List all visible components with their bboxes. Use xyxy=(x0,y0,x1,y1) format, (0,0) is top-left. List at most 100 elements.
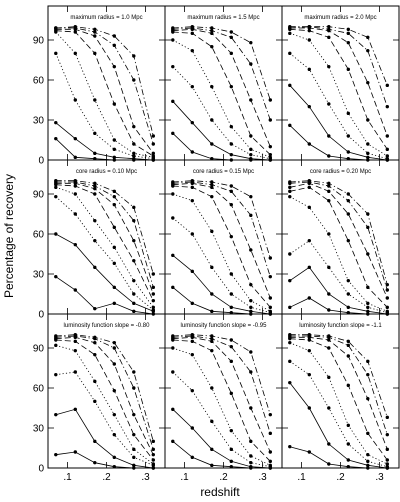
data-point xyxy=(54,185,58,190)
series-line xyxy=(55,181,154,288)
data-point xyxy=(190,24,194,29)
data-point xyxy=(307,406,311,410)
data-point xyxy=(268,305,272,310)
panel-title: maximum radius = 1.0 Mpc xyxy=(70,15,142,21)
data-point xyxy=(288,340,292,345)
data-point xyxy=(346,192,350,196)
data-point xyxy=(307,332,311,337)
data-point xyxy=(366,359,370,364)
data-point xyxy=(132,54,136,58)
data-point xyxy=(307,450,311,454)
data-point xyxy=(54,452,58,457)
data-point xyxy=(366,396,370,401)
data-point xyxy=(229,391,233,396)
series-line xyxy=(289,28,388,150)
data-point xyxy=(112,346,117,350)
data-point xyxy=(151,134,155,138)
data-point xyxy=(327,406,331,410)
panel-title: maximum radius = 2.0 Mpc xyxy=(304,15,376,21)
series-line xyxy=(289,181,388,291)
data-point xyxy=(288,24,292,29)
data-point xyxy=(210,180,214,184)
panel-1: 0 30 60 90 maximum radius = 1.0 Mpc xyxy=(33,5,166,167)
data-point xyxy=(327,154,331,158)
data-point xyxy=(54,232,58,236)
data-point xyxy=(93,181,97,186)
data-point xyxy=(229,305,233,310)
series-line xyxy=(172,66,271,160)
data-point xyxy=(171,334,175,338)
series-line xyxy=(55,31,154,158)
data-point xyxy=(288,31,292,36)
data-point xyxy=(288,51,292,56)
data-point xyxy=(366,151,370,156)
data-point xyxy=(307,185,311,190)
data-point xyxy=(93,379,97,384)
data-point xyxy=(327,462,331,466)
series-line xyxy=(172,409,271,469)
data-point xyxy=(346,31,350,36)
data-point xyxy=(327,27,331,32)
data-point xyxy=(385,415,389,420)
data-point xyxy=(288,444,292,449)
data-point xyxy=(210,339,214,344)
data-point xyxy=(268,459,272,464)
data-point xyxy=(366,459,370,464)
panel-title: core radius = 0.15 Mpc xyxy=(193,169,254,175)
data-point xyxy=(151,466,155,470)
data-point xyxy=(268,309,272,314)
data-point xyxy=(210,447,214,452)
data-point xyxy=(73,51,78,56)
series-line xyxy=(55,26,154,137)
series-line xyxy=(55,53,154,160)
data-point xyxy=(132,463,136,468)
data-point xyxy=(307,104,311,109)
data-point xyxy=(132,432,136,437)
data-point xyxy=(268,431,272,436)
data-point xyxy=(307,142,311,146)
data-point xyxy=(327,102,331,106)
data-point xyxy=(327,346,331,350)
data-point xyxy=(112,147,117,152)
series-line xyxy=(289,338,388,461)
data-point xyxy=(249,406,253,410)
data-point xyxy=(210,84,214,89)
data-point xyxy=(346,292,350,296)
data-point xyxy=(112,362,117,366)
data-point xyxy=(288,278,292,283)
data-point xyxy=(54,178,58,183)
data-point xyxy=(268,152,272,157)
data-point xyxy=(249,305,253,310)
data-point xyxy=(112,464,117,469)
data-point xyxy=(385,296,389,300)
data-point xyxy=(327,198,331,203)
data-point xyxy=(366,225,370,230)
data-point xyxy=(171,38,175,42)
data-point xyxy=(288,194,292,199)
data-point xyxy=(112,202,117,207)
data-point xyxy=(229,292,233,296)
data-point xyxy=(93,306,97,311)
data-point xyxy=(93,184,97,188)
data-point xyxy=(190,198,194,203)
series-line xyxy=(289,180,388,285)
series-line xyxy=(172,181,271,277)
series-line xyxy=(55,451,154,469)
data-point xyxy=(112,432,117,437)
data-point xyxy=(93,192,97,196)
series-line xyxy=(172,28,271,147)
data-point xyxy=(307,265,311,270)
data-point xyxy=(366,372,370,377)
data-point xyxy=(288,180,292,184)
data-point xyxy=(366,48,370,53)
series-line xyxy=(172,193,271,312)
data-point xyxy=(366,463,370,468)
data-point xyxy=(210,336,214,341)
data-point xyxy=(73,348,78,353)
data-point xyxy=(307,338,311,342)
series-line xyxy=(289,85,388,161)
data-point xyxy=(249,152,253,157)
data-point xyxy=(190,232,194,236)
series-line xyxy=(55,28,154,154)
series-line xyxy=(55,233,154,312)
